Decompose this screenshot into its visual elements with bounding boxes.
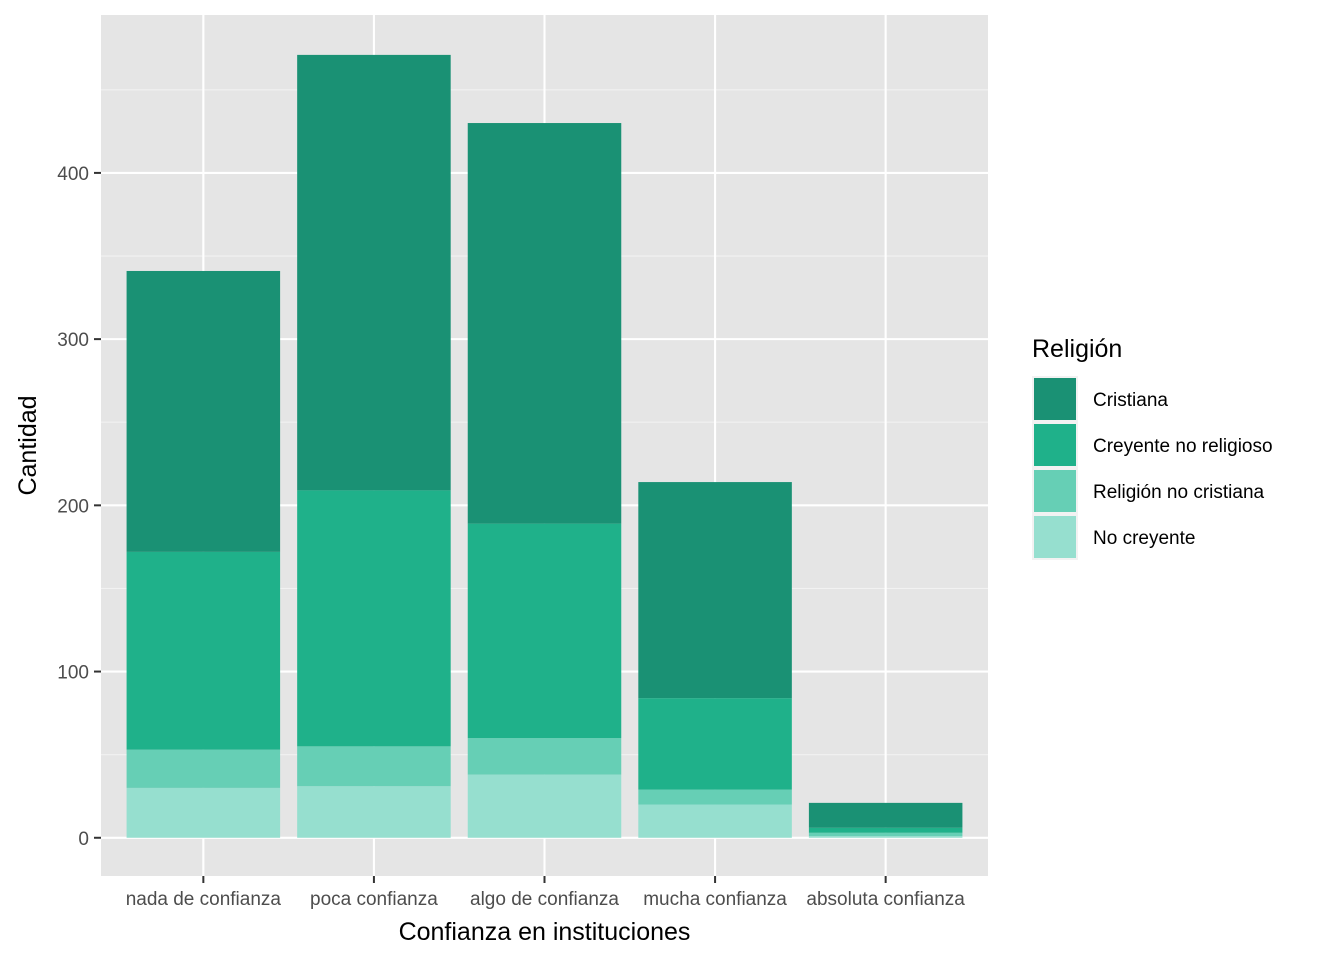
- legend-key: [1034, 378, 1076, 420]
- bar-segment: poca confianza - Religión no cristiana: …: [297, 746, 451, 787]
- y-tick-label: 100: [57, 663, 89, 684]
- legend-key: [1034, 516, 1076, 558]
- bar-segment: absoluta confianza - No creyente: 1: [808, 836, 963, 838]
- x-tick-label: poca confianza: [310, 889, 438, 910]
- bar-segment: poca confianza - No creyente: 31: [297, 786, 451, 838]
- y-axis: 0 100 200 300 400: [57, 164, 101, 850]
- y-tick-label: 300: [57, 330, 89, 351]
- bar-segment: mucha confianza - Creyente no religioso:…: [638, 698, 792, 790]
- bar-segment: poca confianza - Cristiana: 262: [297, 54, 451, 491]
- bar-segment: mucha confianza - Cristiana: 130: [638, 482, 792, 699]
- bar-segment: mucha confianza - Religión no cristiana:…: [638, 789, 792, 805]
- bar-segment: algo de confianza - Creyente no religios…: [467, 523, 622, 739]
- bar-segment: absoluta confianza - Creyente no religio…: [808, 827, 963, 833]
- legend-label: Cristiana: [1093, 390, 1168, 411]
- bar-segment: absoluta confianza - Cristiana: 15: [808, 802, 963, 828]
- y-axis-title: Cantidad: [14, 395, 42, 495]
- bar-segment: nada de confianza - No creyente: 30: [126, 787, 281, 838]
- bar-segment: absoluta confianza - Religión no cristia…: [808, 832, 963, 837]
- bar-segment: algo de confianza - Cristiana: 241: [467, 123, 622, 524]
- y-tick-label: 0: [78, 829, 89, 850]
- y-tick-label: 400: [57, 164, 89, 185]
- bar-segment: algo de confianza - Religión no cristian…: [467, 738, 622, 775]
- legend: Religión Cristiana Creyente no religioso Re…: [1032, 335, 1273, 560]
- bar-segment: nada de confianza - Cristiana: 169: [126, 270, 281, 552]
- legend-title: Religión: [1032, 335, 1122, 363]
- x-tick-label: algo de confianza: [470, 889, 619, 910]
- legend-label: Creyente no religioso: [1093, 436, 1273, 457]
- y-tick-label: 200: [57, 496, 89, 517]
- x-tick-label: absoluta confianza: [806, 889, 965, 910]
- bar-segment: poca confianza - Creyente no religioso: …: [297, 490, 451, 747]
- legend-label: Religión no cristiana: [1093, 482, 1265, 503]
- bar-segment: nada de confianza - Religión no cristian…: [126, 749, 281, 788]
- legend-key: [1034, 424, 1076, 466]
- bars: nada de confianza - No creyente: 30nada …: [126, 54, 963, 838]
- x-axis: nada de confianza poca confianza algo de c…: [126, 876, 965, 910]
- x-tick-label: mucha confianza: [643, 889, 787, 910]
- x-tick-label: nada de confianza: [126, 889, 282, 910]
- bar-segment: mucha confianza - No creyente: 20: [638, 804, 792, 838]
- bar-segment: algo de confianza - No creyente: 38: [467, 774, 622, 838]
- bar-segment: nada de confianza - Creyente no religios…: [126, 551, 281, 750]
- legend-label: No creyente: [1093, 528, 1195, 549]
- x-axis-title: Confianza en instituciones: [399, 918, 691, 946]
- legend-key: [1034, 470, 1076, 512]
